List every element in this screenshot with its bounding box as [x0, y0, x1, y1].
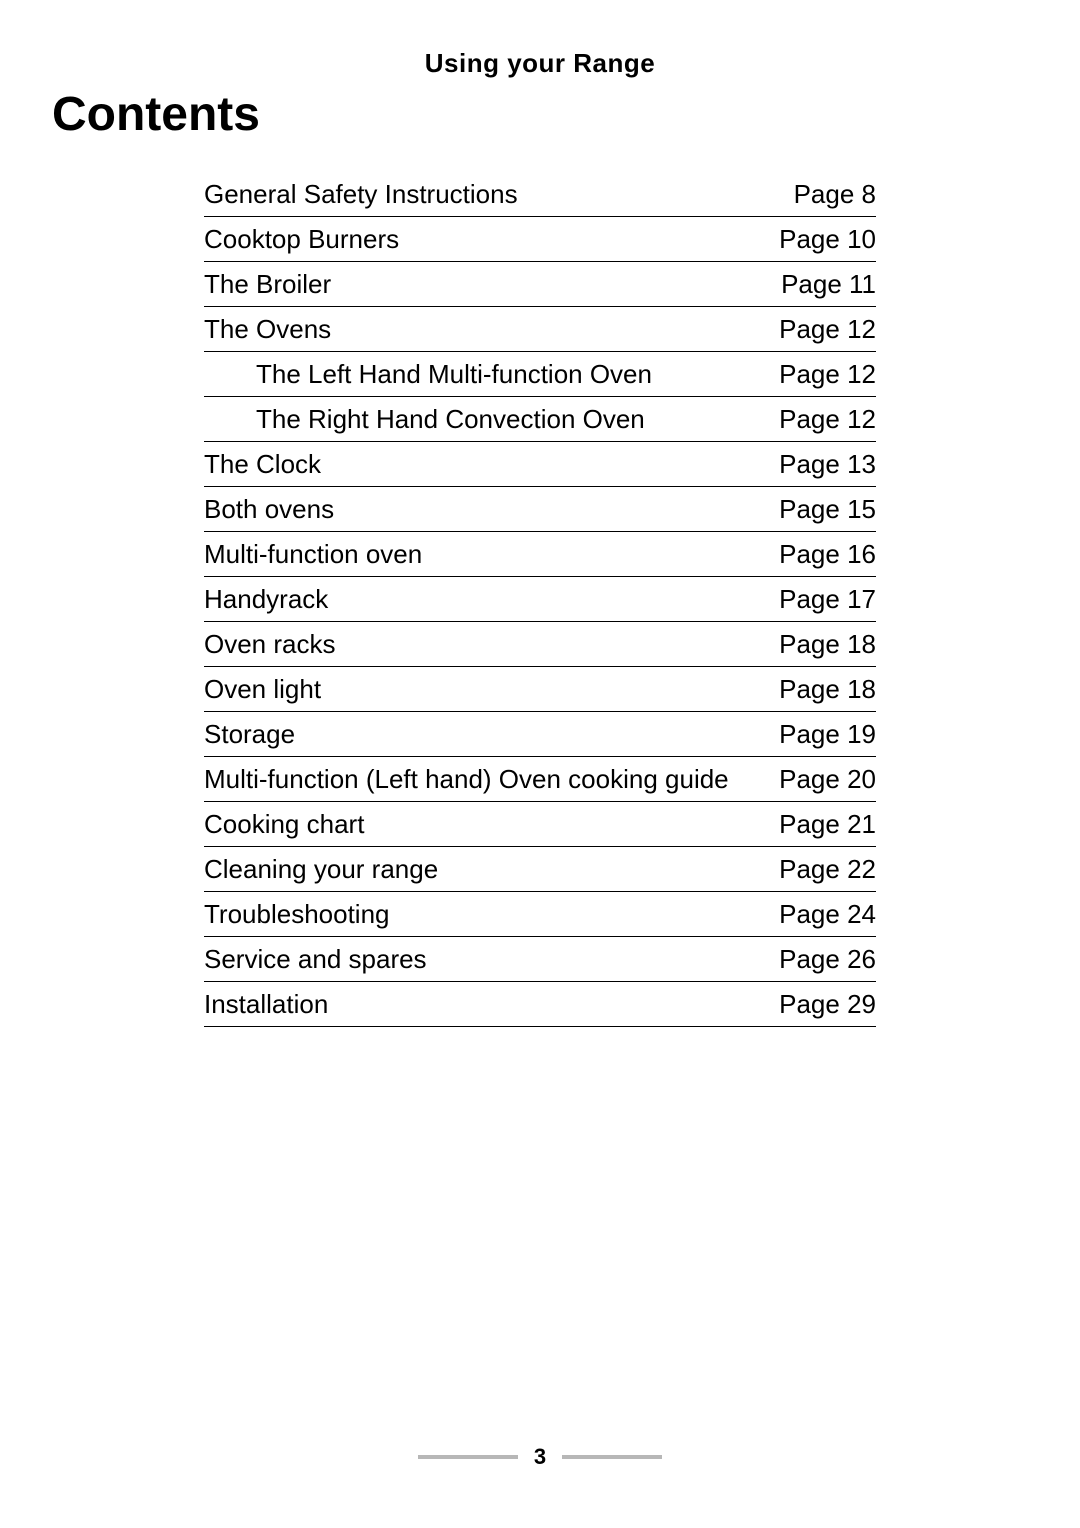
toc-row: Cooking chartPage 21	[204, 802, 876, 847]
toc-label: Storage	[204, 719, 779, 750]
toc-page: Page 8	[794, 179, 876, 210]
toc-label: Cooking chart	[204, 809, 779, 840]
toc-label: Installation	[204, 989, 779, 1020]
toc-page: Page 19	[779, 719, 876, 750]
toc-page: Page 12	[779, 404, 876, 435]
toc-row: Both ovensPage 15	[204, 487, 876, 532]
toc-label: Cleaning your range	[204, 854, 779, 885]
header-title: Using your Range	[0, 48, 1080, 79]
section-title: Contents	[52, 87, 1080, 142]
toc-label: Cooktop Burners	[204, 224, 779, 255]
toc-page: Page 21	[779, 809, 876, 840]
toc-label: The Ovens	[204, 314, 779, 345]
toc-label: General Safety Instructions	[204, 179, 794, 210]
toc-page: Page 12	[779, 314, 876, 345]
toc-label: The Right Hand Convection Oven	[256, 404, 779, 435]
toc-row: StoragePage 19	[204, 712, 876, 757]
toc-page: Page 29	[779, 989, 876, 1020]
toc-label: Multi-function (Left hand) Oven cooking …	[204, 764, 779, 795]
toc-row: The ClockPage 13	[204, 442, 876, 487]
toc-row: The Right Hand Convection OvenPage 12	[204, 397, 876, 442]
toc-label: The Broiler	[204, 269, 781, 300]
toc-page: Page 24	[779, 899, 876, 930]
toc-row: Multi-function ovenPage 16	[204, 532, 876, 577]
toc-row: Cooktop BurnersPage 10	[204, 217, 876, 262]
toc-row: The OvensPage 12	[204, 307, 876, 352]
toc-row: The Left Hand Multi-function OvenPage 12	[204, 352, 876, 397]
toc-row: TroubleshootingPage 24	[204, 892, 876, 937]
toc-page: Page 12	[779, 359, 876, 390]
toc-label: Service and spares	[204, 944, 779, 975]
footer-bar-right	[562, 1455, 662, 1459]
toc-label: The Left Hand Multi-function Oven	[256, 359, 779, 390]
toc-page: Page 13	[779, 449, 876, 480]
toc-row: Oven racksPage 18	[204, 622, 876, 667]
toc-row: Multi-function (Left hand) Oven cooking …	[204, 757, 876, 802]
toc-page: Page 22	[779, 854, 876, 885]
toc-label: Both ovens	[204, 494, 779, 525]
footer-bar-left	[418, 1455, 518, 1459]
page-number: 3	[534, 1444, 546, 1470]
toc-page: Page 20	[779, 764, 876, 795]
toc-row: HandyrackPage 17	[204, 577, 876, 622]
toc-row: Oven lightPage 18	[204, 667, 876, 712]
toc-page: Page 18	[779, 674, 876, 705]
toc-page: Page 16	[779, 539, 876, 570]
toc-page: Page 18	[779, 629, 876, 660]
toc-row: The BroilerPage 11	[204, 262, 876, 307]
table-of-contents: General Safety InstructionsPage 8Cooktop…	[204, 172, 876, 1027]
toc-row: Service and sparesPage 26	[204, 937, 876, 982]
toc-page: Page 17	[779, 584, 876, 615]
toc-row: Cleaning your rangePage 22	[204, 847, 876, 892]
toc-label: Troubleshooting	[204, 899, 779, 930]
page-footer: 3	[0, 1444, 1080, 1470]
toc-label: Oven light	[204, 674, 779, 705]
toc-page: Page 11	[781, 269, 876, 300]
toc-label: Handyrack	[204, 584, 779, 615]
toc-page: Page 26	[779, 944, 876, 975]
toc-label: Multi-function oven	[204, 539, 779, 570]
toc-row: General Safety InstructionsPage 8	[204, 172, 876, 217]
toc-page: Page 10	[779, 224, 876, 255]
toc-page: Page 15	[779, 494, 876, 525]
toc-label: The Clock	[204, 449, 779, 480]
page: Using your Range Contents General Safety…	[0, 0, 1080, 1528]
toc-label: Oven racks	[204, 629, 779, 660]
toc-row: InstallationPage 29	[204, 982, 876, 1027]
